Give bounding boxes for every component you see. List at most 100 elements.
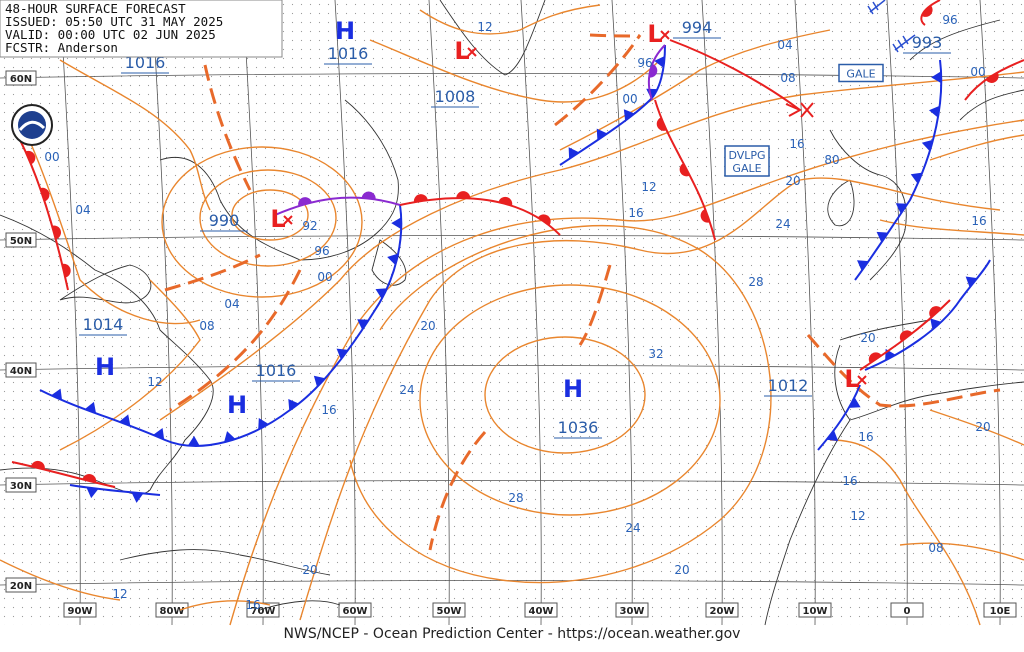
cold-front-symbol (921, 139, 934, 152)
lat-label-box (5, 70, 37, 86)
cold-front-symbol (86, 487, 99, 499)
isobar-label: 28 (748, 275, 763, 289)
troughs (164, 33, 1001, 551)
lat-label: 50N (10, 236, 32, 247)
lon-label: 20W (710, 606, 735, 617)
isobar-label: 16 (971, 214, 986, 228)
lon-label-box (155, 602, 189, 618)
center-pressure: 993 (912, 33, 943, 52)
annotation-text: DVLPG (728, 149, 765, 162)
storm-track (669, 39, 801, 111)
isobar-label: 20 (302, 563, 317, 577)
warm-front (19, 139, 69, 291)
isobar-label: 04 (224, 297, 239, 311)
future-position (800, 102, 814, 118)
cold-front-symbol (153, 428, 165, 440)
warm-front (11, 461, 116, 488)
isobar-label: 00 (622, 92, 637, 106)
isobar-label: 16 (321, 403, 336, 417)
lon-label-box (983, 602, 1017, 618)
center-pressure: 1036 (558, 418, 599, 437)
parallel (0, 235, 1024, 241)
isobar-label: 96 (314, 244, 329, 258)
isobar-label: 16 (245, 598, 260, 612)
isobar-label: 32 (648, 347, 663, 361)
center-mark (467, 47, 477, 57)
isobar-label: 08 (199, 319, 214, 333)
header-line: FCSTR: Anderson (5, 40, 118, 55)
warm-front-symbol (52, 225, 61, 240)
cold-front-symbol (119, 414, 131, 426)
isobar-label: 20 (860, 331, 875, 345)
header-background (0, 0, 283, 58)
track-arrowhead (785, 103, 803, 117)
meridian (794, 0, 816, 626)
warm-front-symbol (656, 117, 667, 131)
meridian (334, 0, 356, 626)
parallel (0, 480, 1024, 486)
occluded-front (647, 44, 666, 101)
cold-front-symbol (84, 401, 97, 414)
isobar-label: 00 (44, 150, 59, 164)
isobar-label: 16 (842, 474, 857, 488)
cold-front-symbol (596, 128, 608, 141)
warm-front-symbol (920, 4, 933, 17)
lon-label: 0 (904, 606, 911, 617)
isobar-label: 96 (942, 13, 957, 27)
isobar-labels: 12 04 08 00 96 00 04 92 96 00 04 08 12 16 20 24 28 24 20 20… (44, 13, 990, 612)
cold-front-symbol (857, 260, 869, 271)
header-line: ISSUED: 05:50 UTC 31 MAY 2025 (5, 14, 223, 29)
center-symbol: H (227, 391, 247, 419)
isobar-label: 04 (777, 38, 792, 52)
center-symbol: H (563, 375, 583, 403)
cold-front-symbol (288, 398, 300, 411)
center-pressure: 994 (682, 18, 713, 37)
dot-grid (0, 0, 1024, 625)
meridian (520, 0, 542, 626)
annotation-text: GALE (732, 162, 761, 175)
isobar-label: 24 (775, 217, 790, 231)
lon-label-box (63, 602, 97, 618)
wind-barbs (867, 0, 916, 53)
cold-front (69, 484, 161, 496)
lon-label: 60W (343, 606, 368, 617)
lon-label-box (432, 602, 466, 618)
meridian (611, 0, 633, 626)
lon-label: 30W (620, 606, 645, 617)
lon-label: 50W (437, 606, 462, 617)
warm-front-symbol (413, 194, 428, 203)
cold-front-symbol (930, 318, 942, 330)
cold-front-symbol (224, 431, 236, 443)
lat-label: 30N (10, 481, 32, 492)
meridian (428, 0, 450, 626)
cold-front-symbol (654, 55, 665, 68)
cold-front-symbol (928, 105, 940, 118)
fronts (11, 0, 1024, 503)
isobar-label: 16 (628, 206, 643, 220)
footer-credit: NWS/NCEP - Ocean Prediction Center - htt… (284, 626, 741, 642)
warm-front (399, 197, 561, 236)
warm-front-symbol (40, 187, 50, 202)
warm-front-symbol (868, 352, 882, 364)
isobar-label: 12 (641, 180, 656, 194)
warm-front-symbol (679, 163, 690, 177)
warm-front-symbol (25, 150, 36, 165)
isobar-label: 20 (975, 420, 990, 434)
isobar-label: 20 (674, 563, 689, 577)
lon-label-box (524, 602, 558, 618)
cold-front-symbol (568, 147, 580, 159)
warm-front-symbol (899, 330, 913, 342)
warm-front-symbol (985, 72, 999, 83)
coastlines (0, 0, 1024, 626)
lon-label-box (705, 602, 739, 618)
cold-front-symbol (910, 172, 923, 184)
annotation-box (724, 145, 770, 177)
lon-label: 70W (251, 606, 276, 617)
cold-front-symbol (895, 203, 908, 214)
warm-front-symbol (929, 306, 942, 318)
noaa-logo (11, 104, 53, 146)
warm-front-symbol (700, 209, 710, 223)
center-pressure: 1016 (328, 44, 369, 63)
center-pressure: 1014 (83, 315, 124, 334)
